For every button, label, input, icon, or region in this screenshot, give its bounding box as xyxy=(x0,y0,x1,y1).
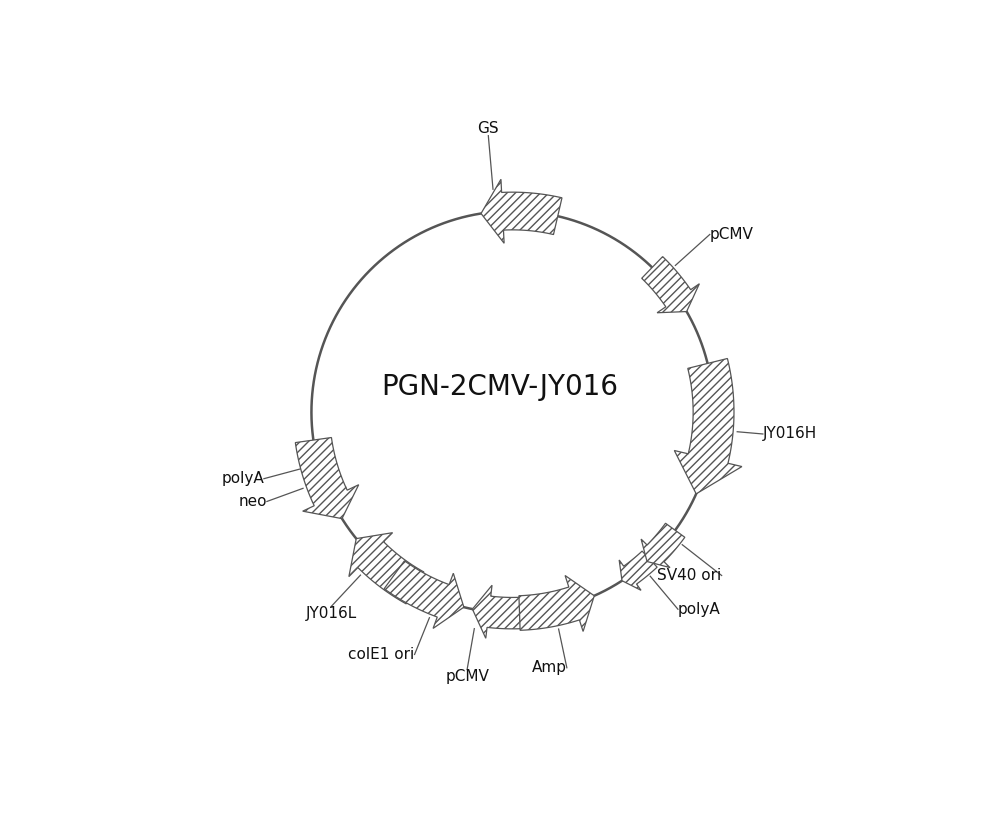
Text: JY016L: JY016L xyxy=(306,606,357,621)
Text: GS: GS xyxy=(478,121,499,135)
Text: JY016H: JY016H xyxy=(763,427,817,441)
Text: pCMV: pCMV xyxy=(445,669,489,685)
Polygon shape xyxy=(674,358,742,494)
Polygon shape xyxy=(481,180,562,243)
Polygon shape xyxy=(310,468,346,503)
Polygon shape xyxy=(519,575,594,632)
Text: polyA: polyA xyxy=(221,471,264,486)
Polygon shape xyxy=(295,437,359,519)
Polygon shape xyxy=(619,551,657,590)
Text: PGN-2CMV-JY016: PGN-2CMV-JY016 xyxy=(381,373,618,401)
Polygon shape xyxy=(349,533,424,604)
Text: neo: neo xyxy=(238,494,267,509)
Text: Amp: Amp xyxy=(532,660,567,676)
Text: SV40 ori: SV40 ori xyxy=(657,568,722,583)
Polygon shape xyxy=(641,523,685,568)
Polygon shape xyxy=(642,256,699,313)
Text: colE1 ori: colE1 ori xyxy=(348,647,415,662)
Text: polyA: polyA xyxy=(678,601,721,617)
Polygon shape xyxy=(384,561,464,628)
Polygon shape xyxy=(472,585,533,638)
Text: pCMV: pCMV xyxy=(710,227,754,242)
